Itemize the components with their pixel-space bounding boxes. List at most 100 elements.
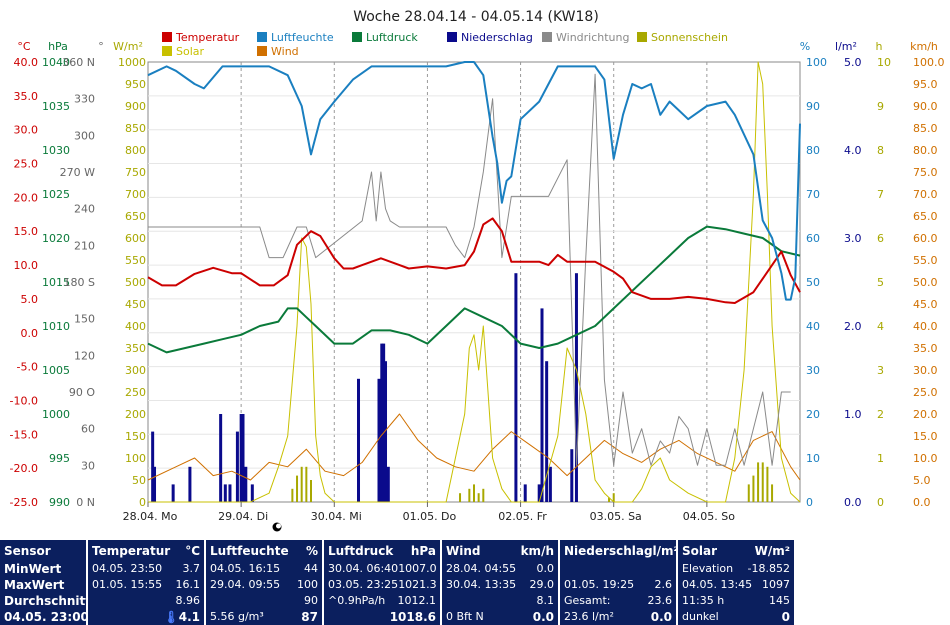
axis-tick-direction: 30 [81,459,95,472]
axis-tick-solar: 1000 [118,56,146,69]
axis-tick-direction: 300 [74,129,95,142]
stats-luftdruck: Luftdruck hPa 30.04. 06:40 1007.0 03.05. 2… [324,540,440,625]
luftdruck-title: Luftdruck [328,544,394,558]
chart-title: Woche 28.04.14 - 04.05.14 (KW18) [353,9,599,25]
bar-niederschlag [537,484,541,502]
luftdruck-average: 1012.1 [397,594,437,607]
bar-niederschlag [228,484,232,502]
legend-label: Wind [271,45,299,58]
temperatur-min-value: 3.7 [182,562,201,575]
axis-tick-temperature: -10.0 [10,394,38,407]
bar-niederschlag [570,449,574,502]
axis-tick-wind: 100.0 [913,56,945,69]
wind-max-date: 30.04. 13:35 [446,578,517,591]
bar-niederschlag [377,378,381,502]
axis-tick-wind: 30.0 [913,364,938,377]
solar-daylight: dunkel [682,610,719,623]
row-label-min: MinWert [4,562,62,576]
bar-niederschlag [548,466,552,502]
temperatur-max-value: 16.1 [175,578,201,591]
axis-tick-direction: 240 [74,203,95,216]
row-label-avg: Durchschnitt [4,594,92,608]
legend-swatch [352,32,362,42]
solar-unit: W/m² [754,544,790,558]
wind-title: Wind [446,544,481,558]
axis-tick-solar: 250 [125,386,146,399]
axis-tick-humidity: 90 [806,100,820,113]
niederschlag-current: 0.0 [650,610,672,624]
axis-tick-solar: 500 [125,276,146,289]
axis-tick-direction: 330 [74,93,95,106]
axis-tick-direction: 210 [74,239,95,252]
temperatur-min-date: 04.05. 23:50 [92,562,163,575]
axis-tick-temperature: 30.0 [14,124,39,137]
axis-tick-sunshine: 10 [877,56,891,69]
bar-sonnenschein [300,466,303,502]
axis-tick-solar: 550 [125,254,146,267]
bar-niederschlag [574,273,578,502]
thermometer-icon: 🌡 [163,610,179,624]
axis-tick-wind: 75.0 [913,166,938,179]
axis-tick-temperature: -20.0 [10,462,38,475]
axis-tick-solar: 800 [125,144,146,157]
bar-sonnenschein [473,484,475,502]
luftfeuchte-title: Luftfeuchte [210,544,289,558]
axis-unit-solar: W/m² [113,40,143,53]
legend-swatch [447,32,457,42]
axis-tick-wind: 35.0 [913,342,938,355]
niederschlag-max-date: 01.05. 19:25 [564,578,635,591]
wind-max-value: 29.0 [529,578,555,591]
axis-tick-solar: 850 [125,122,146,135]
bar-niederschlag [250,484,254,502]
bar-sonnenschein [761,462,764,502]
bar-niederschlag [545,361,549,502]
niederschlag-unit: l/m² [652,544,679,558]
stats-niederschlag: Niederschlag l/m² 01.05. 19:25 2.6 Gesamt:… [560,540,679,625]
axis-tick-humidity: 20 [806,408,820,421]
solar-sunshine-value: 145 [769,594,790,607]
bar-niederschlag [514,273,518,502]
wind-min-date: 28.04. 04:55 [446,562,517,575]
axis-tick-humidity: 50 [806,276,820,289]
bar-niederschlag [223,484,227,502]
axis-tick-wind: 95.0 [913,78,938,91]
axis-tick-pressure: 1030 [42,144,70,157]
luftdruck-min-date: 30.04. 06:40 [328,562,399,575]
bar-niederschlag [380,343,384,502]
axis-tick-pressure: 1025 [42,188,70,201]
bar-niederschlag [386,466,390,502]
axis-tick-wind: 10.0 [913,452,938,465]
axis-tick-temperature: -25.0 [10,496,38,509]
axis-tick-direction: 120 [74,349,95,362]
axis-tick-wind: 80.0 [913,144,938,157]
solar-elevation-label: Elevation [682,562,734,575]
niederschlag-total-label: Gesamt: [564,594,611,607]
axis-tick-solar: 150 [125,430,146,443]
axis-tick-solar: 450 [125,298,146,311]
axis-tick-pressure: 1010 [42,320,70,333]
luftdruck-unit: hPa [410,544,436,558]
axis-tick-humidity: 10 [806,452,820,465]
bar-sonnenschein [310,480,312,502]
x-tick-label: 02.05. Fr [498,510,547,523]
niederschlag-total: 23.6 [647,594,673,607]
axis-tick-sunshine: 2 [877,408,884,421]
luftdruck-trend: ^0.9hPa/h [328,594,386,607]
axis-tick-temperature: 0.0 [21,327,39,340]
bar-niederschlag [171,484,175,502]
solar-sunshine-hours: 11:35 h [682,594,725,607]
axis-tick-temperature: 25.0 [14,158,39,171]
axis-tick-temperature: -5.0 [17,361,38,374]
axis-tick-wind: 40.0 [913,320,938,333]
legend-label: Solar [176,45,205,58]
stats-wind: Wind km/h 28.04. 04:55 0.0 30.04. 13:35 29.… [442,540,558,625]
axis-ticks: 40.035.030.025.020.015.010.05.00.0-5.0-1… [10,56,945,509]
bar-sonnenschein [468,488,471,502]
chart-legend: Temperatur Luftfeuchte Luftdruck Niederschl… [162,31,728,58]
legend-label: Windrichtung [556,31,629,44]
axis-tick-sunshine: 3 [877,364,884,377]
legend-swatch [542,32,552,42]
axis-unit-direction: ° [98,40,104,53]
bar-niederschlag [151,431,155,502]
axis-tick-temperature: 20.0 [14,191,39,204]
